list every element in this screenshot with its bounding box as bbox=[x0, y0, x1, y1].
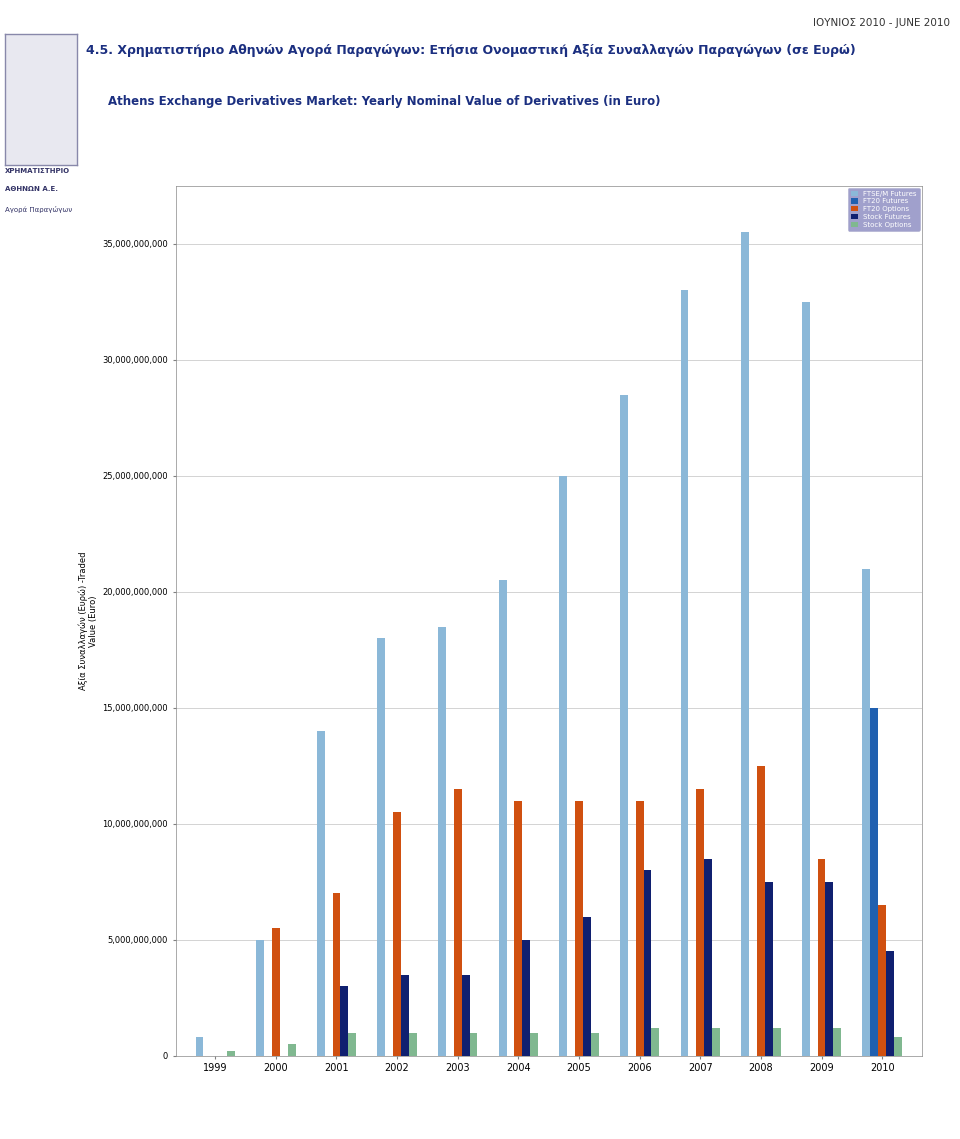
Bar bbox=[498, 580, 507, 1056]
Bar bbox=[773, 1029, 780, 1056]
Bar bbox=[394, 812, 401, 1056]
Bar bbox=[765, 882, 773, 1056]
Bar bbox=[818, 859, 826, 1056]
Bar bbox=[438, 626, 446, 1056]
Bar bbox=[712, 1029, 720, 1056]
Bar bbox=[862, 568, 871, 1056]
Bar bbox=[802, 302, 809, 1056]
Text: 4.5. Χρηματιστήριο Αθηνών Αγορά Παραγώγων: Ετήσια Ονομαστική Αξία Συναλλαγών Παρ: 4.5. Χρηματιστήριο Αθηνών Αγορά Παραγώγω… bbox=[86, 44, 856, 57]
Bar bbox=[462, 975, 469, 1056]
Bar bbox=[515, 801, 522, 1056]
Text: ΑΘΗΝΩΝ Α.Ε.: ΑΘΗΝΩΝ Α.Ε. bbox=[5, 186, 58, 191]
Bar bbox=[227, 1051, 235, 1056]
Bar bbox=[196, 1038, 204, 1056]
Bar bbox=[469, 1033, 477, 1056]
Text: Μηνιαίο Στατιστικό Δελτίο - Monthly Statistical Bulletin: Μηνιαίο Στατιστικό Δελτίο - Monthly Stat… bbox=[28, 417, 39, 746]
Text: ΙΟΥΝΙΟΣ 2010 - JUNE 2010: ΙΟΥΝΙΟΣ 2010 - JUNE 2010 bbox=[813, 18, 950, 27]
Bar bbox=[317, 731, 324, 1056]
Bar bbox=[530, 1033, 539, 1056]
Text: Athens Exchange Derivatives Market: Yearly Nominal Value of Derivatives (in Euro: Athens Exchange Derivatives Market: Year… bbox=[108, 96, 660, 108]
Bar bbox=[590, 1033, 599, 1056]
Bar bbox=[833, 1029, 841, 1056]
Bar bbox=[409, 1033, 417, 1056]
Bar bbox=[757, 765, 765, 1056]
Bar bbox=[377, 638, 385, 1056]
Bar bbox=[886, 951, 894, 1056]
Bar bbox=[620, 394, 628, 1056]
Legend: FTSE/M Futures, FT20 Futures, FT20 Options, Stock Futures, Stock Options: FTSE/M Futures, FT20 Futures, FT20 Optio… bbox=[848, 188, 920, 230]
Bar bbox=[348, 1033, 356, 1056]
Bar bbox=[332, 893, 341, 1056]
Bar bbox=[705, 859, 712, 1056]
Bar bbox=[575, 801, 583, 1056]
Bar bbox=[681, 290, 688, 1056]
Bar bbox=[522, 940, 530, 1056]
Bar bbox=[643, 870, 652, 1056]
Bar bbox=[272, 928, 279, 1056]
Bar bbox=[878, 906, 886, 1056]
Bar bbox=[401, 975, 409, 1056]
Bar bbox=[341, 986, 348, 1056]
Bar bbox=[583, 917, 590, 1056]
Bar bbox=[871, 707, 878, 1056]
Bar bbox=[741, 232, 749, 1056]
Bar bbox=[826, 882, 833, 1056]
Bar bbox=[256, 940, 264, 1056]
Y-axis label: Aξία Συναλλαγών (Ευρώ) -Traded
Value (Euro): Aξία Συναλλαγών (Ευρώ) -Traded Value (Eu… bbox=[79, 551, 98, 690]
Bar bbox=[288, 1044, 296, 1056]
Bar bbox=[696, 789, 705, 1056]
Text: ΧΡΗΜΑΤΙΣΤΗΡΙΟ: ΧΡΗΜΑΤΙΣΤΗΡΙΟ bbox=[5, 167, 70, 174]
Bar bbox=[894, 1038, 901, 1056]
Bar bbox=[636, 801, 643, 1056]
Text: Αγορά Παραγώγων: Αγορά Παραγώγων bbox=[5, 206, 72, 213]
Bar bbox=[560, 476, 567, 1056]
Bar bbox=[652, 1029, 660, 1056]
Text: Αγορά Παραγώγων - Derivatives Market: Αγορά Παραγώγων - Derivatives Market bbox=[29, 842, 39, 1076]
Bar bbox=[454, 789, 462, 1056]
